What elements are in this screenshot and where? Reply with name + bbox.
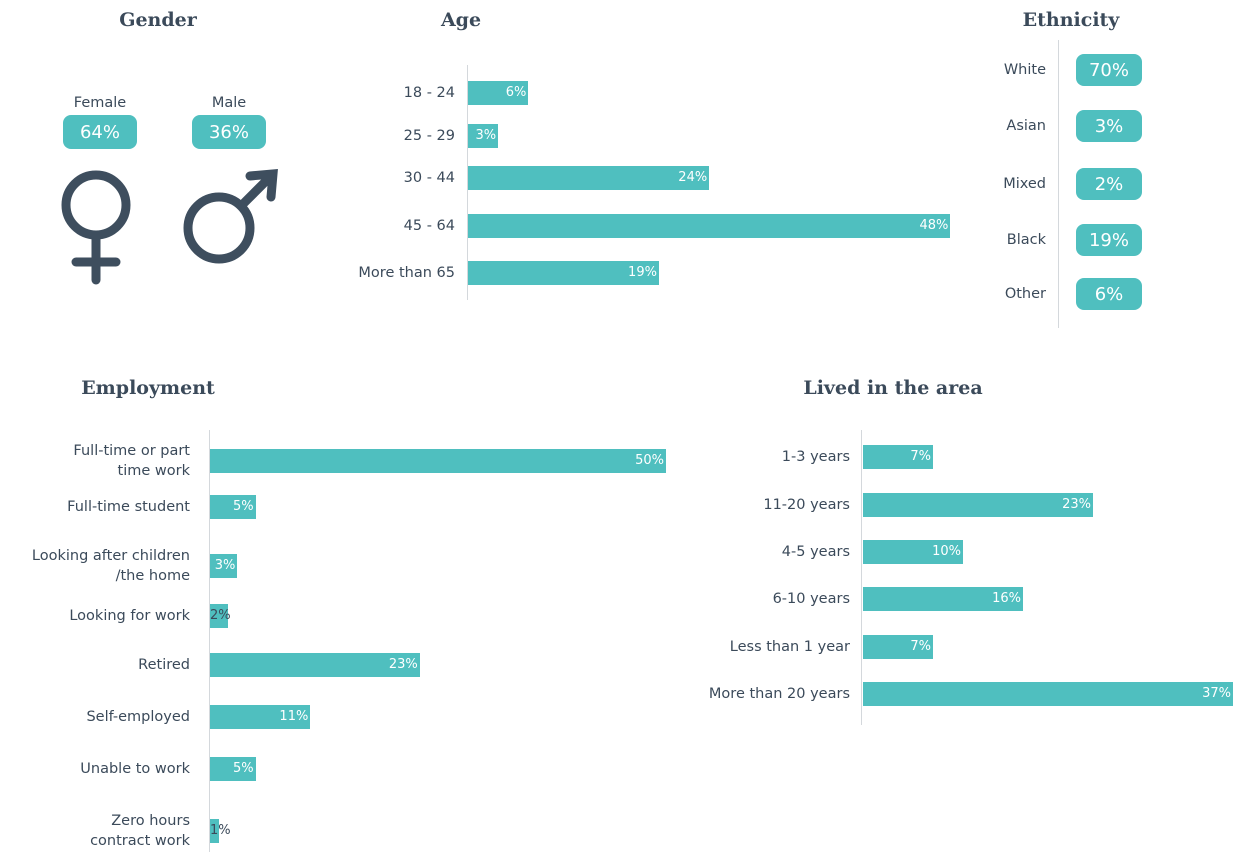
bar xyxy=(863,540,963,564)
bar xyxy=(863,635,933,659)
value-badge: 36% xyxy=(192,115,266,149)
value-badge: 64% xyxy=(63,115,137,149)
category-label: Full-time student xyxy=(67,499,190,515)
value-label: 7% xyxy=(910,639,931,654)
category-label: 45 - 64 xyxy=(403,218,455,234)
bar xyxy=(210,449,666,473)
value-badge: 3% xyxy=(1076,110,1142,142)
axis-line xyxy=(209,430,210,852)
bar xyxy=(210,653,420,677)
category-label: White xyxy=(1003,62,1046,78)
bar xyxy=(210,495,256,519)
category-label: Female xyxy=(73,95,127,111)
value-label: 2% xyxy=(210,608,231,623)
category-label: 30 - 44 xyxy=(403,170,455,186)
category-label: Self-employed xyxy=(86,709,190,725)
category-label: 6-10 years xyxy=(772,591,850,607)
gender-icons xyxy=(61,169,278,285)
chart-title: Ethnicity xyxy=(1022,9,1120,31)
bar xyxy=(863,445,933,469)
bar xyxy=(863,682,1233,706)
axis-line xyxy=(861,430,862,725)
value-label: 19% xyxy=(628,265,657,280)
bar xyxy=(210,554,238,578)
chart-title: Age xyxy=(440,9,482,31)
value-label: 3% xyxy=(214,558,236,573)
bar xyxy=(210,819,220,843)
value-label: 5% xyxy=(232,499,254,514)
bar xyxy=(468,81,529,105)
category-label: Looking for work xyxy=(69,608,190,624)
value-label: 7% xyxy=(910,449,931,464)
category-label: 4-5 years xyxy=(781,544,850,560)
value-label: 11% xyxy=(279,709,309,724)
female-icon xyxy=(61,170,131,285)
axis-line xyxy=(467,65,468,300)
male-icon xyxy=(183,169,278,264)
value-label: 23% xyxy=(388,657,418,672)
chart-title: Gender xyxy=(119,9,197,31)
value-label: 50% xyxy=(635,453,664,468)
bar xyxy=(210,604,229,628)
category-label: Other xyxy=(1004,286,1046,302)
value-label: 3% xyxy=(475,128,497,143)
value-label: 16% xyxy=(992,591,1021,606)
category-label: Looking after children /the home xyxy=(31,548,190,584)
chart-title: Lived in the area xyxy=(803,377,983,399)
category-label: Male xyxy=(211,95,247,111)
category-label: Black xyxy=(1006,232,1046,248)
category-label: Mixed xyxy=(1003,176,1046,192)
category-label: Asian xyxy=(1006,118,1046,134)
category-label: 18 - 24 xyxy=(403,85,455,101)
value-label: 6% xyxy=(505,85,527,100)
category-label: More than 20 years xyxy=(708,686,850,702)
bar xyxy=(210,757,256,781)
category-label: Zero hours contract work xyxy=(90,813,190,849)
value-label: 48% xyxy=(919,218,949,233)
bar xyxy=(210,705,311,729)
value-badge: 70% xyxy=(1076,54,1142,86)
value-badge: 2% xyxy=(1076,168,1142,200)
bar xyxy=(468,214,951,238)
category-label: 11-20 years xyxy=(763,497,850,513)
category-label: 25 - 29 xyxy=(403,128,455,144)
value-label: 1% xyxy=(210,823,231,838)
category-label: 1-3 years xyxy=(781,449,850,465)
value-label: 37% xyxy=(1202,686,1231,701)
value-label: 5% xyxy=(232,761,254,776)
category-label: Retired xyxy=(138,657,190,673)
axis-line xyxy=(1058,40,1059,328)
bar xyxy=(468,166,710,190)
category-label: Less than 1 year xyxy=(729,639,850,655)
value-label: 23% xyxy=(1062,497,1091,512)
category-label: More than 65 xyxy=(358,265,455,281)
bar xyxy=(863,587,1023,611)
chart-title: Employment xyxy=(81,377,215,399)
value-badge: 6% xyxy=(1076,278,1142,310)
value-label: 10% xyxy=(932,544,961,559)
category-label: Full-time or part time work xyxy=(73,443,190,479)
value-badge: 19% xyxy=(1076,224,1142,256)
value-label: 24% xyxy=(678,170,708,185)
category-label: Unable to work xyxy=(80,761,190,777)
bar xyxy=(468,261,659,285)
bar xyxy=(468,124,499,148)
bar xyxy=(863,493,1093,517)
